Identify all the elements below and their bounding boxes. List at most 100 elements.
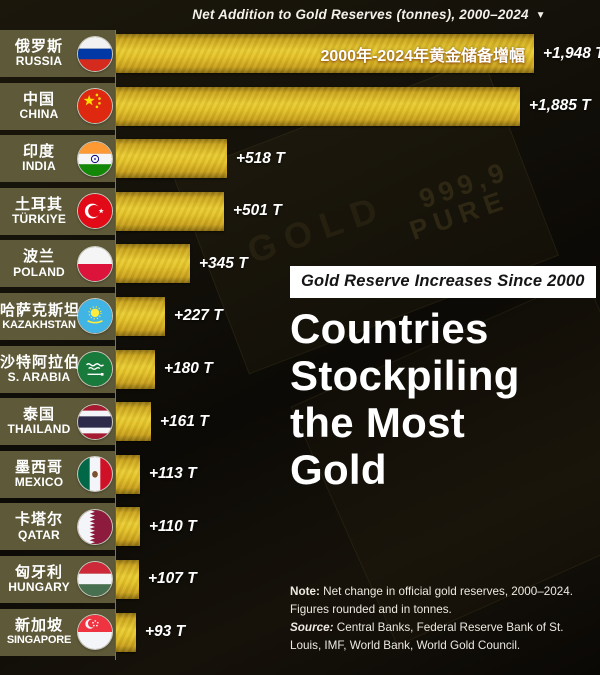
axis-baseline [115,30,116,660]
country-name-en: RUSSIA [15,54,63,69]
bar-turkiye [116,191,224,231]
flag-china-icon [78,89,112,124]
country-name-en: KAZAKHSTAN [2,318,76,331]
bar-singapore [116,612,136,652]
country-name-cn: 中国 [22,90,55,108]
page-title-line: Stockpiling [290,352,520,399]
country-names: 印度 INDIA [0,143,78,174]
bar-poland [116,244,190,284]
country-name-en: CHINA [19,106,59,121]
value-label: +107 T [148,570,197,588]
country-names: 墨西哥 MEXICO [0,459,78,490]
bar-kazakhstan [116,296,165,336]
chart-row-turkiye: 土耳其 TÜRKIYE +501 T [0,187,600,235]
country-name-cn: 哈萨克斯坦 [0,301,81,319]
country-names: 沙特阿拉伯 S. ARABIA [0,353,81,385]
country-name-cn: 墨西哥 [14,458,63,476]
bar-china [116,86,520,126]
country-name-cn: 土耳其 [14,195,63,213]
country-names: 卡塔尔 QATAR [0,511,78,542]
page-title: Countries Stockpiling the Most Gold [290,305,590,493]
chart-row-china: 中国 CHINA +1,885 T [0,82,600,130]
chart-row-kazakhstan: 哈萨克斯坦 KAZAKHSTAN +227 T [0,292,600,340]
country-name-cn: 印度 [22,143,55,161]
country-label-india: 印度 INDIA [0,135,115,183]
country-names: 俄罗斯 RUSSIA [0,38,78,69]
country-names: 土耳其 TÜRKIYE [0,196,78,227]
country-label-qatar: 卡塔尔 QATAR [0,503,115,551]
chart-row-thailand: 泰国 THAILAND +161 T [0,398,600,446]
country-name-en: QATAR [18,527,60,542]
value-label: +345 T [199,254,248,272]
bar-annotation: 2000年-2024年黄金储备增幅 [320,47,525,65]
country-label-kazakhstan: 哈萨克斯坦 KAZAKHSTAN [0,292,115,340]
value-label: +501 T [233,202,282,220]
flag-russia-icon [78,36,112,71]
bar-hungary [116,559,139,599]
bar-mexico [116,454,140,494]
subtitle-badge: Gold Reserve Increases Since 2000 [290,266,596,298]
value-label: +518 T [236,149,285,167]
value-label: +1,948 T [543,44,600,62]
chart-row-russia: 俄罗斯 RUSSIA 2000年-2024年黄金储备增幅 +1,948 T [0,30,600,77]
note-text: Net change in official gold reserves, 20… [290,585,574,617]
country-name-cn: 匈牙利 [14,563,63,581]
chart-row-hungary: 匈牙利 HUNGARY +107 T [0,555,600,603]
page-title-line: the Most [290,399,466,446]
chevron-down-icon: ▼ [535,10,546,21]
country-label-china: 中国 CHINA [0,82,115,130]
footnote: Note: Net change in official gold reserv… [290,583,586,656]
country-label-saudi-arabia: 沙特阿拉伯 S. ARABIA [0,345,115,393]
country-name-en: POLAND [13,264,65,279]
flag-qatar-icon [78,509,112,544]
chart-row-mexico: 墨西哥 MEXICO +113 T [0,450,600,498]
country-label-thailand: 泰国 THAILAND [0,398,115,446]
source-text: Central Banks, Federal Reserve Bank of S… [290,621,564,653]
chart-row-poland: 波兰 POLAND +345 T [0,240,600,288]
country-names: 泰国 THAILAND [0,406,78,437]
note-label: Note: [290,585,320,598]
country-name-en: MEXICO [14,474,64,489]
country-name-cn: 新加坡 [14,617,63,635]
page-title-line: Gold [290,446,387,493]
bar-russia: 2000年-2024年黄金储备增幅 [116,34,534,73]
title-panel: Gold Reserve Increases Since 2000 Countr… [290,266,596,493]
country-label-turkiye: 土耳其 TÜRKIYE [0,187,115,235]
country-name-cn: 卡塔尔 [14,511,63,529]
value-label: +180 T [164,360,213,378]
country-label-mexico: 墨西哥 MEXICO [0,450,115,498]
value-label: +227 T [174,307,223,325]
country-names: 中国 CHINA [0,91,78,122]
bar-saudi-arabia [116,349,155,389]
page-title-line: Countries [290,305,489,352]
value-label: +161 T [160,412,209,430]
flag-thailand-icon [78,404,112,439]
chart-row-singapore: 新加坡 SINGAPORE +93 T [0,608,600,656]
flag-kazakhstan-icon [78,299,112,334]
country-name-en: INDIA [22,159,56,174]
flag-india-icon [78,141,112,176]
country-label-russia: 俄罗斯 RUSSIA [0,30,115,77]
country-label-poland: 波兰 POLAND [0,240,115,288]
bar-india [116,139,227,179]
bar-qatar [116,507,140,547]
flag-turkiye-icon [78,194,112,229]
country-name-en: S. ARABIA [7,369,71,384]
country-name-cn: 沙特阿拉伯 [0,353,81,371]
flag-mexico-icon [78,457,112,492]
value-label: +110 T [149,517,197,535]
country-label-hungary: 匈牙利 HUNGARY [0,555,115,603]
bar-thailand [116,402,151,442]
country-names: 波兰 POLAND [0,248,78,279]
country-name-en: SINGAPORE [6,634,72,647]
flag-poland-icon [78,246,112,281]
country-name-en: THAILAND [7,422,71,437]
value-label: +1,885 T [529,97,591,115]
value-label: +113 T [149,465,197,483]
country-name-cn: 波兰 [22,248,55,266]
note-line: Note: Net change in official gold reserv… [290,583,586,619]
chart-title: Net Addition to Gold Reserves (tonnes), … [0,7,600,22]
country-names: 哈萨克斯坦 KAZAKHSTAN [0,301,81,332]
flag-saudi-arabia-icon [78,352,112,387]
